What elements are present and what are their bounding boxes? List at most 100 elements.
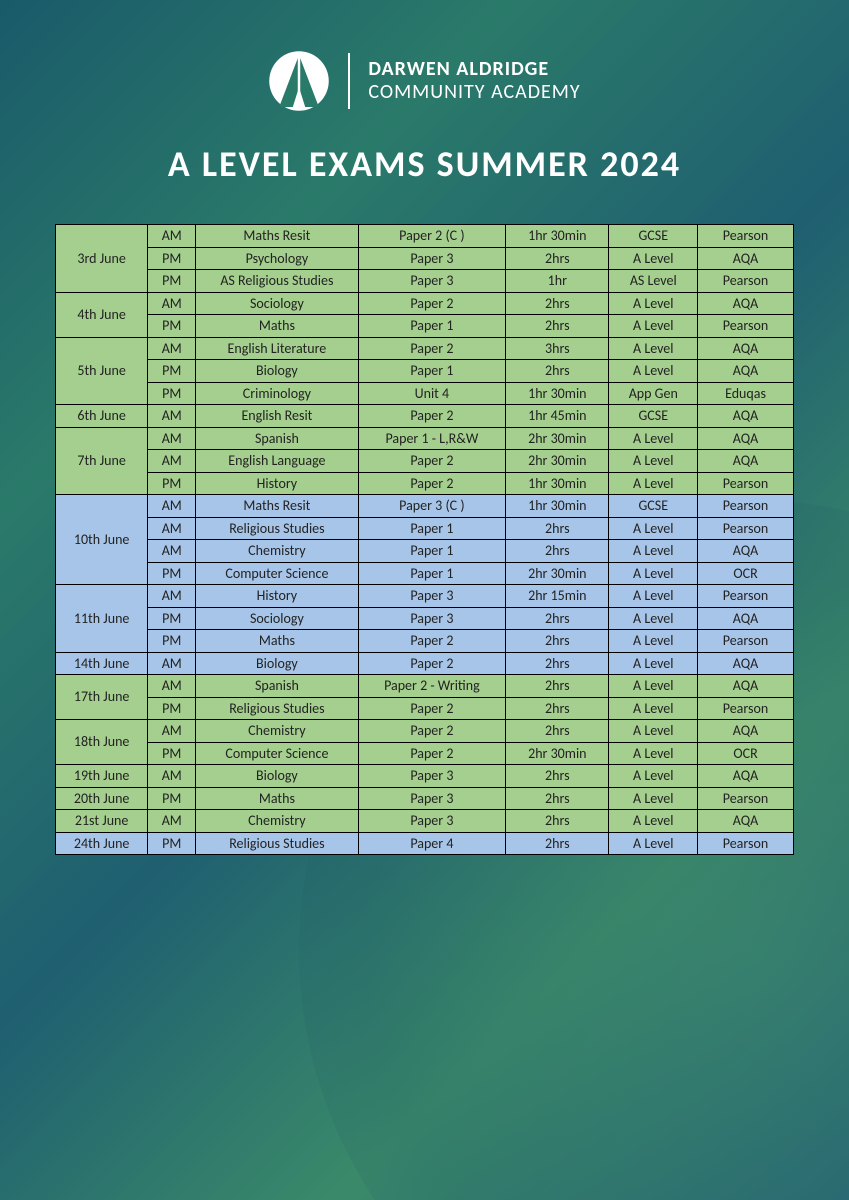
session-cell: PM	[148, 562, 196, 585]
table-row: PMSociologyPaper 32hrsA LevelAQA	[56, 607, 794, 630]
duration-cell: 2hrs	[506, 540, 609, 563]
table-row: 7th JuneAMSpanishPaper 1 - L,R&W2hr 30mi…	[56, 427, 794, 450]
level-cell: A Level	[609, 832, 698, 855]
duration-cell: 2hrs	[506, 787, 609, 810]
paper-cell: Paper 3	[358, 270, 506, 293]
date-cell: 6th June	[56, 405, 148, 428]
session-cell: PM	[148, 787, 196, 810]
date-cell: 18th June	[56, 720, 148, 765]
board-cell: AQA	[698, 607, 794, 630]
level-cell: GCSE	[609, 495, 698, 518]
board-cell: AQA	[698, 247, 794, 270]
paper-cell: Paper 1	[358, 360, 506, 383]
date-cell: 20th June	[56, 787, 148, 810]
duration-cell: 2hrs	[506, 765, 609, 788]
session-cell: AM	[148, 225, 196, 248]
level-cell: A Level	[609, 292, 698, 315]
date-cell: 21st June	[56, 810, 148, 833]
table-row: 17th JuneAMSpanishPaper 2 - Writing2hrsA…	[56, 675, 794, 698]
board-cell: Pearson	[698, 585, 794, 608]
board-cell: Pearson	[698, 225, 794, 248]
session-cell: PM	[148, 270, 196, 293]
duration-cell: 2hrs	[506, 652, 609, 675]
level-cell: A Level	[609, 315, 698, 338]
board-cell: AQA	[698, 427, 794, 450]
duration-cell: 2hrs	[506, 247, 609, 270]
session-cell: AM	[148, 427, 196, 450]
duration-cell: 2hrs	[506, 675, 609, 698]
session-cell: AM	[148, 517, 196, 540]
paper-cell: Paper 1	[358, 315, 506, 338]
session-cell: PM	[148, 360, 196, 383]
subject-cell: Religious Studies	[196, 832, 358, 855]
session-cell: PM	[148, 382, 196, 405]
session-cell: PM	[148, 315, 196, 338]
duration-cell: 2hrs	[506, 360, 609, 383]
date-cell: 4th June	[56, 292, 148, 337]
duration-cell: 1hr	[506, 270, 609, 293]
session-cell: AM	[148, 405, 196, 428]
level-cell: GCSE	[609, 405, 698, 428]
board-cell: Pearson	[698, 315, 794, 338]
duration-cell: 2hr 30min	[506, 450, 609, 473]
board-cell: Pearson	[698, 630, 794, 653]
session-cell: PM	[148, 697, 196, 720]
paper-cell: Paper 3	[358, 607, 506, 630]
level-cell: A Level	[609, 742, 698, 765]
duration-cell: 2hr 30min	[506, 562, 609, 585]
table-row: PMMathsPaper 22hrsA LevelPearson	[56, 630, 794, 653]
date-cell: 17th June	[56, 675, 148, 720]
board-cell: Pearson	[698, 787, 794, 810]
level-cell: A Level	[609, 450, 698, 473]
duration-cell: 2hrs	[506, 517, 609, 540]
date-cell: 10th June	[56, 495, 148, 585]
subject-cell: Computer Science	[196, 562, 358, 585]
duration-cell: 2hrs	[506, 630, 609, 653]
board-cell: OCR	[698, 562, 794, 585]
org-line2: COMMUNITY ACADEMY	[368, 81, 580, 104]
table-row: PMCriminologyUnit 41hr 30minApp GenEduqa…	[56, 382, 794, 405]
subject-cell: AS Religious Studies	[196, 270, 358, 293]
duration-cell: 3hrs	[506, 337, 609, 360]
session-cell: PM	[148, 247, 196, 270]
paper-cell: Paper 1	[358, 517, 506, 540]
table-row: 4th JuneAMSociologyPaper 22hrsA LevelAQA	[56, 292, 794, 315]
paper-cell: Paper 2	[358, 742, 506, 765]
board-cell: AQA	[698, 652, 794, 675]
subject-cell: English Literature	[196, 337, 358, 360]
board-cell: AQA	[698, 360, 794, 383]
board-cell: AQA	[698, 292, 794, 315]
board-cell: AQA	[698, 337, 794, 360]
subject-cell: Psychology	[196, 247, 358, 270]
level-cell: A Level	[609, 585, 698, 608]
table-row: 11th JuneAMHistoryPaper 32hr 15minA Leve…	[56, 585, 794, 608]
table-row: PMPsychologyPaper 32hrsA LevelAQA	[56, 247, 794, 270]
session-cell: AM	[148, 675, 196, 698]
table-row: 20th JunePMMathsPaper 32hrsA LevelPearso…	[56, 787, 794, 810]
duration-cell: 2hr 30min	[506, 742, 609, 765]
date-cell: 24th June	[56, 832, 148, 855]
exam-table: 3rd JuneAMMaths ResitPaper 2 (C )1hr 30m…	[55, 224, 794, 855]
session-cell: PM	[148, 472, 196, 495]
subject-cell: Biology	[196, 765, 358, 788]
date-cell: 3rd June	[56, 225, 148, 293]
table-row: PMBiologyPaper 12hrsA LevelAQA	[56, 360, 794, 383]
subject-cell: Maths Resit	[196, 225, 358, 248]
duration-cell: 2hrs	[506, 832, 609, 855]
duration-cell: 1hr 30min	[506, 382, 609, 405]
level-cell: A Level	[609, 427, 698, 450]
paper-cell: Paper 3	[358, 765, 506, 788]
table-row: AMChemistryPaper 12hrsA LevelAQA	[56, 540, 794, 563]
board-cell: AQA	[698, 450, 794, 473]
level-cell: App Gen	[609, 382, 698, 405]
subject-cell: Chemistry	[196, 720, 358, 743]
paper-cell: Paper 2	[358, 292, 506, 315]
level-cell: AS Level	[609, 270, 698, 293]
session-cell: AM	[148, 292, 196, 315]
paper-cell: Paper 3	[358, 585, 506, 608]
level-cell: A Level	[609, 697, 698, 720]
level-cell: A Level	[609, 517, 698, 540]
subject-cell: Chemistry	[196, 540, 358, 563]
level-cell: A Level	[609, 720, 698, 743]
board-cell: Pearson	[698, 832, 794, 855]
